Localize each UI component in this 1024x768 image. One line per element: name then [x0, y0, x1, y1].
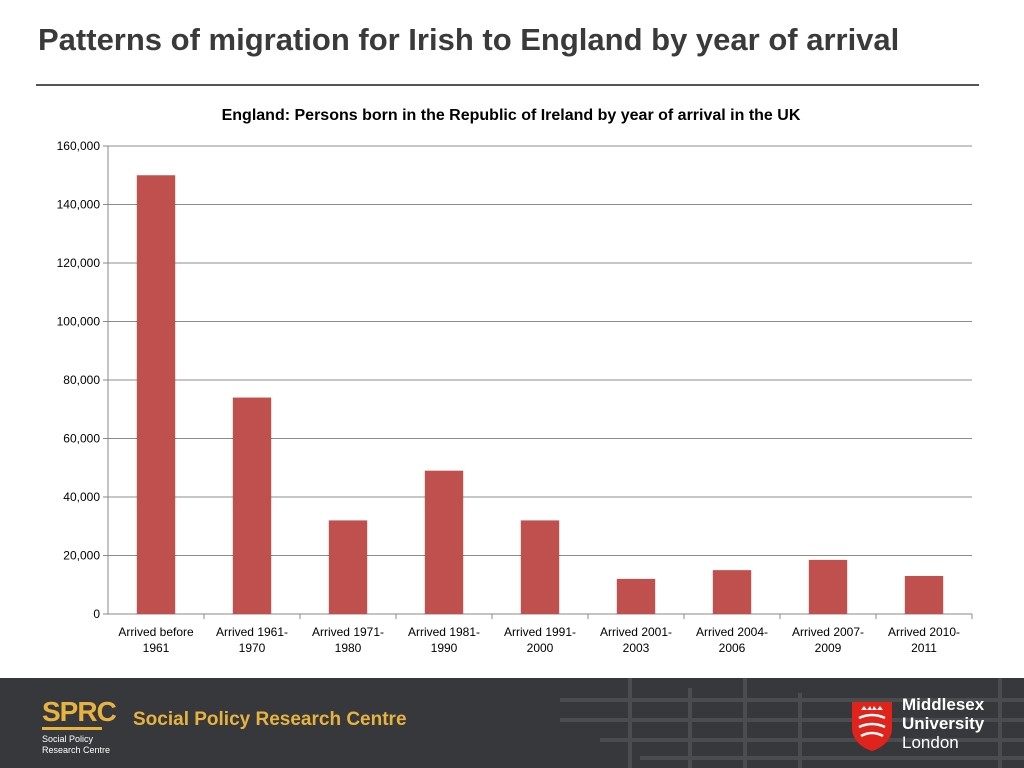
bar: [616, 578, 656, 614]
y-tick-label: 20,000: [63, 549, 100, 563]
y-tick-label: 100,000: [57, 315, 101, 329]
bar: [424, 470, 464, 614]
chart-title: England: Persons born in the Republic of…: [221, 107, 801, 124]
bar-chart: 0 20,000 40,000 60,000 80,000 100,000 120,000 1…: [57, 139, 973, 655]
slide-title: Patterns of migration for Irish to Engla…: [38, 22, 900, 57]
sprc-logo-subtitle: Social Policy Research Centre: [42, 734, 122, 756]
sprc-logo-underline: [42, 727, 102, 730]
x-tick-label: Arrived 2004-: [696, 625, 768, 639]
x-tick-label: 1961: [143, 641, 170, 655]
sprc-subtitle-line2: Research Centre: [42, 745, 111, 755]
y-tick-label: 120,000: [57, 256, 101, 270]
y-tick-label: 40,000: [63, 490, 100, 504]
y-tick-label: 0: [93, 607, 100, 621]
y-tick-label: 80,000: [63, 373, 100, 387]
x-tick-label: 2000: [527, 641, 554, 655]
bar: [328, 520, 368, 614]
x-tick-label: Arrived 2007-: [792, 625, 864, 639]
x-tick-label: 2003: [623, 641, 650, 655]
x-tick-label: 2006: [719, 641, 746, 655]
x-tick-label: Arrived 1971-: [312, 625, 384, 639]
sprc-subtitle-line1: Social Policy: [42, 734, 94, 744]
bar: [136, 175, 176, 614]
y-tick-label: 140,000: [57, 198, 101, 212]
bar: [232, 397, 272, 614]
y-tick-label: 60,000: [63, 432, 100, 446]
university-line1: Middlesex: [902, 695, 985, 714]
x-tick-label: 2011: [911, 641, 937, 655]
title-divider: [36, 84, 979, 86]
x-tick-label: Arrived 1981-: [408, 625, 480, 639]
x-tick-label: 1990: [431, 641, 458, 655]
x-tick-label: Arrived 1991-: [504, 625, 576, 639]
x-tick-label: Arrived before: [118, 625, 194, 639]
bar: [904, 575, 944, 614]
university-line3: London: [902, 733, 959, 752]
university-name: Middlesex University London: [902, 695, 984, 752]
bar: [712, 570, 752, 614]
x-tick-label: 1970: [239, 641, 266, 655]
university-shield-icon: [852, 702, 892, 751]
x-tick-label: Arrived 2001-: [600, 625, 672, 639]
x-tick-label: Arrived 2010-: [888, 625, 960, 639]
bar: [808, 559, 848, 614]
sprc-logo: SPRC: [42, 696, 117, 727]
bar: [520, 520, 560, 614]
x-tick-label: 1980: [335, 641, 362, 655]
footer-bar: SPRC Social Policy Research Centre Socia…: [0, 678, 1024, 768]
x-tick-label: Arrived 1961-: [216, 625, 288, 639]
university-line2: University: [902, 714, 985, 733]
footer-pattern: [560, 678, 1024, 768]
y-tick-label: 160,000: [57, 139, 101, 153]
x-tick-label: 2009: [815, 641, 842, 655]
sprc-name: Social Policy Research Centre: [133, 709, 407, 730]
